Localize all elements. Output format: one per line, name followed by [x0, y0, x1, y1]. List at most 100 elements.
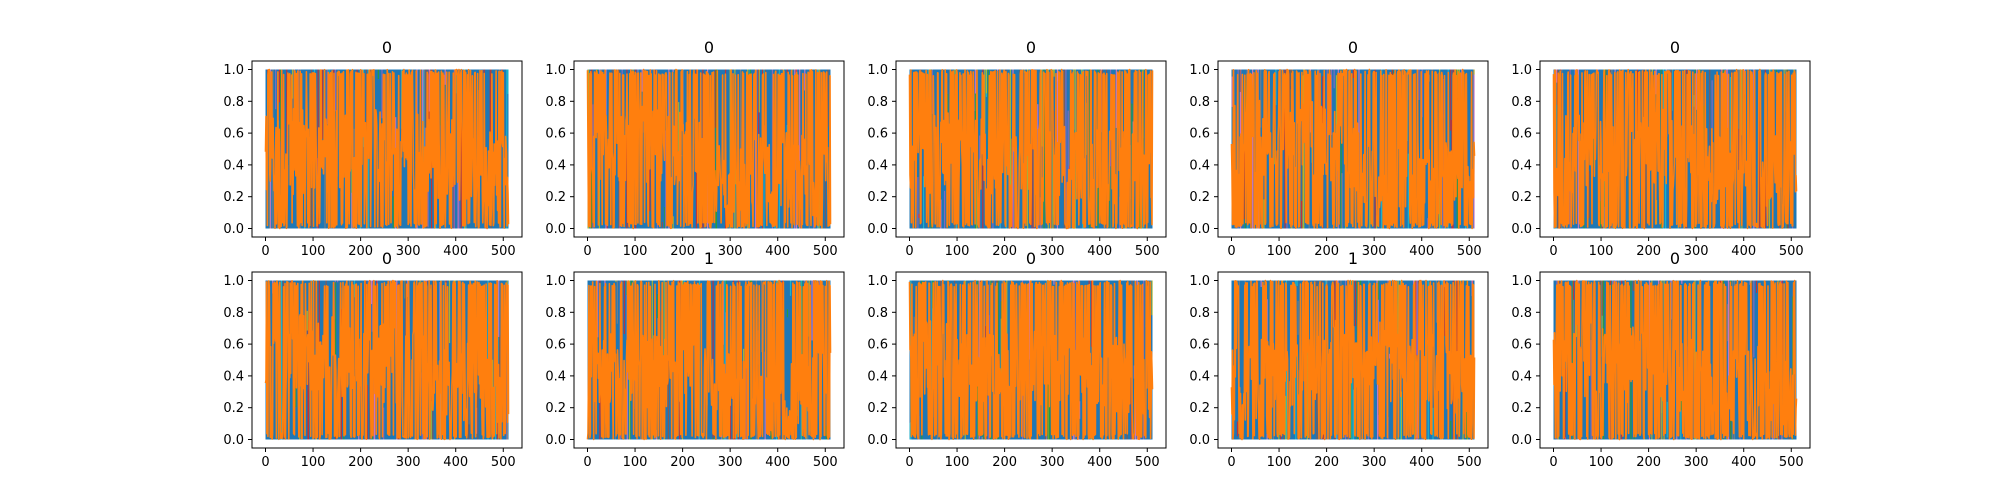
subplot-panel: 0 100 200 300 400 500 0.0 0.2 0.4 0.6 0.8 1.0 0: [867, 249, 1167, 470]
x-tick-label: 200: [670, 455, 695, 470]
x-tick-label: 300: [1040, 455, 1065, 470]
x-tick-label: 400: [1409, 455, 1434, 470]
axes-frame: [895, 60, 1167, 238]
y-tick-label: 0.0: [1189, 222, 1210, 237]
x-tick-label: 400: [765, 244, 790, 259]
x-tick-label: 200: [1314, 244, 1339, 259]
y-tick-label: 0.6: [545, 338, 566, 353]
x-tick-label: 0: [1549, 244, 1557, 259]
y-tick-label: 1.0: [1189, 63, 1210, 78]
x-tick-label: 300: [718, 455, 743, 470]
y-tick-label: 0.0: [867, 433, 888, 448]
plot-area: [908, 279, 1154, 441]
x-tick-label: 0: [905, 455, 913, 470]
y-tick-label: 0.0: [1511, 433, 1532, 448]
axes-frame: [251, 271, 523, 449]
y-tick-label: 0.0: [1189, 433, 1210, 448]
x-tick-label: 0: [905, 244, 913, 259]
y-tick-label: 0.6: [1189, 127, 1210, 142]
plot-area: [1552, 279, 1798, 441]
y-tick-label: 0.4: [1189, 158, 1210, 173]
x-tick-label: 0: [583, 455, 591, 470]
subplot-panel: 0 100 200 300 400 500 0.0 0.2 0.4 0.6 0.8 1.0 0: [223, 249, 523, 470]
axes-frame: [1539, 60, 1811, 238]
y-tick-label: 0.2: [867, 190, 888, 205]
y-tick-label: 1.0: [867, 274, 888, 289]
subplot-title: 1: [1348, 249, 1358, 268]
x-tick-label: 0: [1227, 244, 1235, 259]
x-tick-label: 100: [1267, 244, 1292, 259]
y-tick-label: 1.0: [545, 274, 566, 289]
x-tick-label: 500: [1779, 455, 1804, 470]
y-tick-label: 0.6: [867, 338, 888, 353]
x-tick-label: 300: [396, 244, 421, 259]
x-tick-label: 400: [1409, 244, 1434, 259]
subplot-title: 0: [382, 38, 392, 57]
x-tick-label: 200: [348, 244, 373, 259]
x-tick-label: 100: [1589, 455, 1614, 470]
x-tick-label: 300: [1684, 244, 1709, 259]
x-tick-label: 400: [1731, 455, 1756, 470]
x-tick-label: 500: [1135, 455, 1160, 470]
y-tick-label: 0.6: [545, 127, 566, 142]
y-tick-label: 0.8: [867, 306, 888, 321]
y-tick-label: 1.0: [1189, 274, 1210, 289]
y-tick-label: 0.0: [223, 433, 244, 448]
x-tick-label: 300: [1684, 455, 1709, 470]
x-tick-label: 0: [1227, 455, 1235, 470]
subplot-panel: 0 100 200 300 400 500 0.0 0.2 0.4 0.6 0.8 1.0 1: [545, 249, 845, 470]
subplot-title: 0: [1026, 249, 1036, 268]
y-tick-label: 0.2: [1511, 190, 1532, 205]
subplot-title: 0: [1670, 38, 1680, 57]
y-tick-label: 0.8: [1189, 306, 1210, 321]
x-tick-label: 200: [1636, 244, 1661, 259]
y-tick-label: 0.8: [1511, 95, 1532, 110]
y-tick-label: 0.6: [1511, 338, 1532, 353]
x-tick-label: 200: [1636, 455, 1661, 470]
y-tick-label: 0.4: [545, 158, 566, 173]
plot-area: [908, 68, 1154, 230]
x-tick-label: 300: [396, 455, 421, 470]
y-tick-label: 0.2: [223, 401, 244, 416]
x-tick-label: 300: [1040, 244, 1065, 259]
x-tick-label: 500: [1457, 455, 1482, 470]
subplot-title: 0: [1348, 38, 1358, 57]
y-tick-label: 1.0: [545, 63, 566, 78]
y-tick-label: 0.4: [545, 369, 566, 384]
y-tick-label: 0.0: [867, 222, 888, 237]
y-tick-label: 0.8: [223, 306, 244, 321]
y-tick-label: 0.8: [867, 95, 888, 110]
y-tick-label: 0.4: [867, 369, 888, 384]
y-tick-label: 0.4: [1189, 369, 1210, 384]
y-tick-label: 0.4: [223, 158, 244, 173]
y-tick-label: 0.6: [867, 127, 888, 142]
y-tick-label: 0.2: [1189, 190, 1210, 205]
x-tick-label: 200: [1314, 455, 1339, 470]
y-tick-label: 0.6: [1511, 127, 1532, 142]
y-tick-label: 0.2: [545, 190, 566, 205]
x-tick-label: 200: [992, 244, 1017, 259]
primary-series-line: [1552, 68, 1798, 230]
x-tick-label: 100: [623, 244, 648, 259]
plot-area: [1230, 68, 1476, 230]
y-tick-label: 0.4: [223, 369, 244, 384]
axes-frame: [1217, 271, 1489, 449]
plot-area: [586, 68, 832, 230]
subplot-panel: 0 100 200 300 400 500 0.0 0.2 0.4 0.6 0.8 1.0 0: [223, 38, 523, 259]
x-tick-label: 500: [1779, 244, 1804, 259]
plot-area: [1230, 279, 1476, 441]
axes-frame: [251, 60, 523, 238]
y-tick-label: 0.6: [223, 127, 244, 142]
subplot-title: 1: [704, 249, 714, 268]
x-tick-label: 100: [301, 455, 326, 470]
x-tick-label: 0: [261, 244, 269, 259]
y-tick-label: 1.0: [1511, 274, 1532, 289]
plot-area: [264, 68, 510, 230]
x-tick-label: 0: [261, 455, 269, 470]
primary-series-line: [1230, 68, 1476, 230]
y-tick-label: 0.2: [1189, 401, 1210, 416]
subplot-panel: 0 100 200 300 400 500 0.0 0.2 0.4 0.6 0.8 1.0 0: [867, 38, 1167, 259]
y-tick-label: 1.0: [223, 63, 244, 78]
x-tick-label: 200: [992, 455, 1017, 470]
